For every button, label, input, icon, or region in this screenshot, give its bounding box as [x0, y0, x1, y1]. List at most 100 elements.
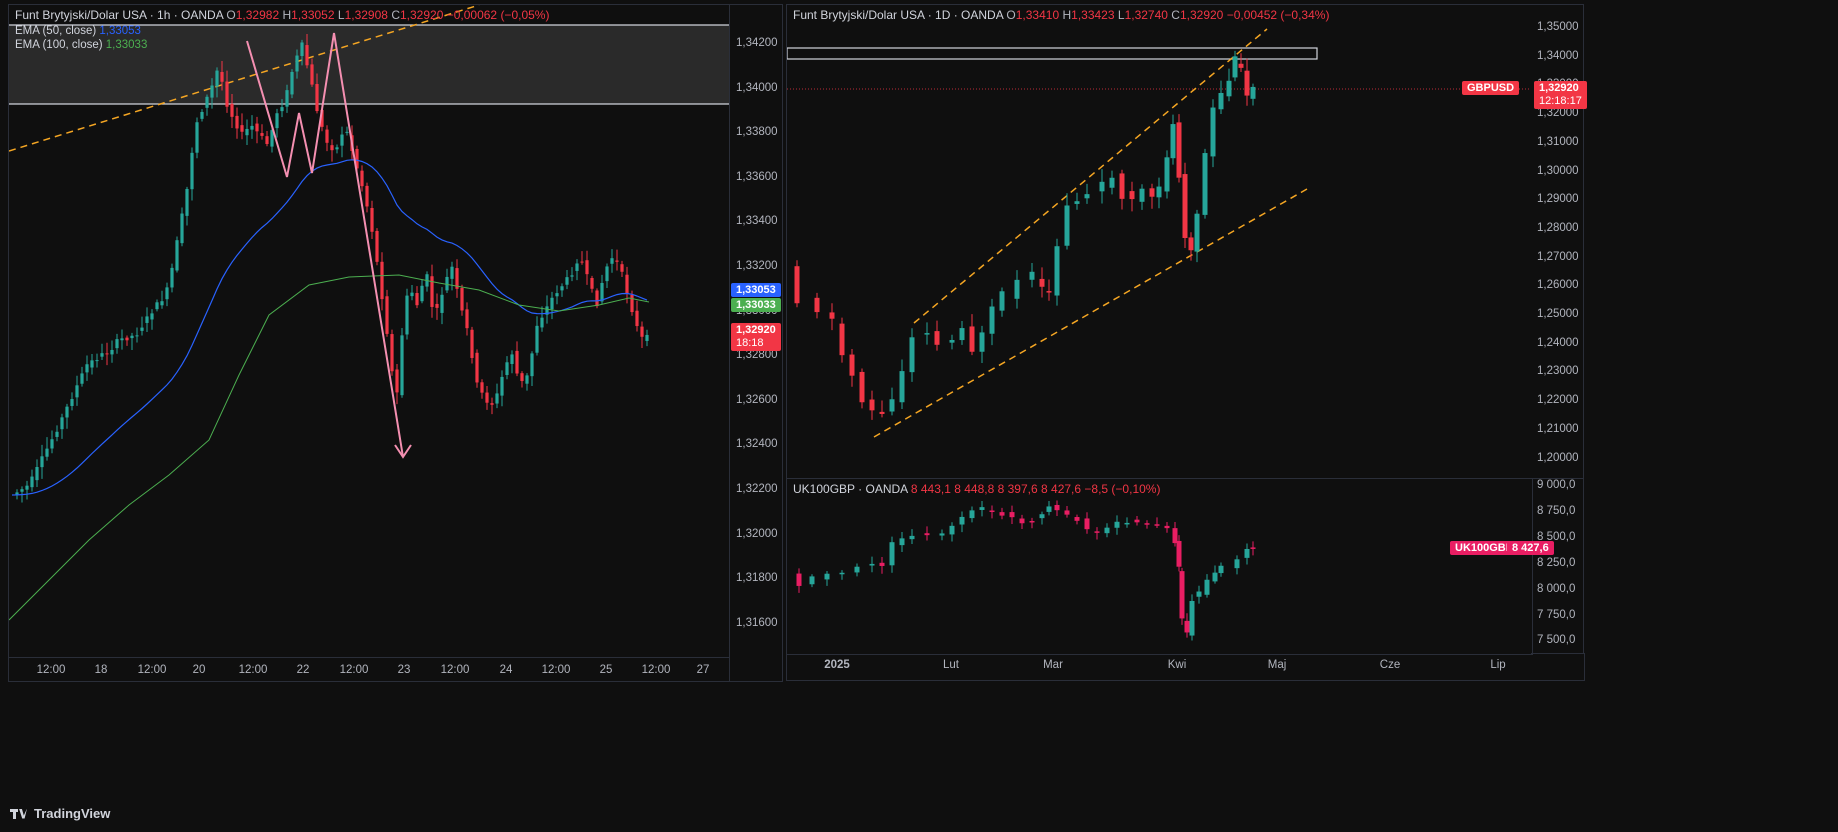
candle-body [260, 133, 264, 136]
candle-body [1210, 107, 1216, 157]
candle-body [824, 573, 830, 580]
right-price-tick-5: 1,30000 [1537, 164, 1579, 177]
candle-body [1184, 620, 1190, 633]
candle-body [70, 399, 74, 406]
candle-body [460, 288, 464, 311]
candle-body [999, 291, 1005, 311]
uk100-price-axis[interactable]: 9 000,0 8 750,0 8 500,0 8 250,0 8 000,0 7 750… [1531, 478, 1584, 654]
candle-body [390, 334, 394, 372]
candle-body [570, 275, 574, 277]
candle-body [1196, 591, 1202, 597]
candle-body [1054, 504, 1060, 511]
candle-body [1234, 559, 1240, 569]
candle-body [1139, 188, 1145, 202]
right-chart-canvas[interactable] [787, 5, 1532, 478]
right-last-price: 1,32920 [1539, 82, 1579, 94]
candle-body [335, 147, 339, 150]
ema100-price-tag: 1,33033 [731, 298, 781, 312]
orange-trendline [9, 5, 480, 152]
uk100-symbol: UK100GBP · OANDA [793, 482, 908, 496]
candle-body [1204, 579, 1210, 595]
candle-body [255, 123, 259, 132]
candle-body [445, 276, 449, 291]
pattern-projection-line [246, 32, 404, 458]
right-time-tick-3: Kwi [1167, 659, 1187, 671]
right-chart-pane[interactable]: Funt Brytyjski/Dolar USA · 1D · OANDA O1… [786, 4, 1533, 479]
candle-body [545, 306, 549, 315]
candle-body [1046, 506, 1052, 512]
candle-body [35, 467, 39, 481]
candle-body [75, 385, 79, 398]
candle-body [375, 230, 379, 262]
resistance-zone [787, 47, 1318, 60]
candle-body [585, 260, 589, 275]
right-price-tick-0: 1,35000 [1537, 21, 1579, 33]
candle-body [225, 81, 229, 107]
ema50-label: EMA (50, close) [15, 25, 97, 37]
candle-body [595, 290, 599, 307]
candle-body [290, 71, 294, 95]
candle-body [330, 145, 334, 151]
candle-body [879, 411, 885, 414]
candle-body [934, 331, 940, 345]
candle-body [205, 96, 209, 108]
candle-body [630, 294, 634, 313]
candle-body [165, 287, 169, 300]
left-last-price: 1,32920 [736, 324, 776, 336]
ema50-legend[interactable]: EMA (50, close) 1,33053 [15, 25, 141, 37]
right-time-tick-2: Mar [1043, 659, 1063, 671]
candle-body [1170, 124, 1176, 159]
left-chart-pane[interactable]: Funt Brytyjski/Dolar USA · 1h · OANDA O1… [8, 4, 783, 682]
candle-body [1039, 514, 1045, 519]
left-chart-canvas[interactable] [9, 5, 782, 681]
right-price-axis[interactable]: 1,350001,340001,330001,320001,310001,300… [1531, 4, 1584, 479]
right-time-axis[interactable]: 2025 Lut Mar Kwi Maj Cze Lip [786, 653, 1585, 681]
candle-body [1109, 177, 1115, 188]
candle-body [280, 107, 284, 112]
candle-body [1114, 521, 1120, 528]
candle-body [1238, 63, 1244, 68]
candle-body [365, 185, 369, 207]
tradingview-brand-text: TradingView [34, 806, 111, 821]
candle-body [1064, 205, 1070, 246]
left-time-tick-9: 24 [499, 664, 513, 676]
candle-body [125, 337, 129, 341]
tradingview-logo[interactable]: TradingView [10, 806, 110, 821]
candle-body [15, 492, 19, 495]
candle-body [794, 266, 800, 304]
candle-body [100, 353, 104, 357]
candle-body [1084, 194, 1090, 199]
candle-body [1019, 518, 1025, 524]
uk100-chart-pane[interactable]: UK100GBP · OANDA 8 443,1 8 448,8 8 397,6… [786, 478, 1533, 655]
candle-body [210, 85, 214, 98]
uk100-chart-canvas[interactable] [787, 479, 1532, 654]
candle-body [465, 309, 469, 329]
right-price-tick-1: 1,34000 [1537, 49, 1579, 62]
ema100-legend[interactable]: EMA (100, close) 1,33033 [15, 39, 147, 51]
candle-body [380, 261, 384, 300]
right-price-tick-15: 1,20000 [1537, 451, 1579, 464]
candle-body [395, 369, 399, 393]
candle-body [230, 103, 234, 117]
right-change: −0,00452 (−0,34%) [1226, 8, 1330, 22]
left-price-tick-3: 1,33600 [736, 170, 778, 183]
candle-body [285, 90, 289, 107]
uk100-legend: UK100GBP · OANDA 8 443,1 8 448,8 8 397,6… [793, 482, 1160, 496]
left-time-axis[interactable]: 12:00 18 12:00 20 12:00 22 12:00 23 12:00 24 12:00… [9, 657, 729, 681]
candle-body [1218, 565, 1224, 574]
ema100-line [9, 274, 650, 621]
candle-body [1188, 237, 1194, 251]
candle-body [440, 294, 444, 313]
candle-body [150, 313, 154, 320]
right-time-tick-4: Maj [1267, 659, 1287, 671]
right-price-tick-11: 1,24000 [1537, 336, 1579, 349]
candle-body [305, 45, 309, 66]
right-time-tick-5: Cze [1379, 659, 1401, 671]
candle-body [1064, 510, 1070, 515]
candle-body [1250, 547, 1256, 549]
candle-body [185, 188, 189, 216]
candle-body [949, 340, 955, 343]
left-time-tick-1: 18 [94, 664, 108, 676]
left-price-tick-12: 1,31800 [736, 572, 778, 585]
candle-body [195, 122, 199, 153]
